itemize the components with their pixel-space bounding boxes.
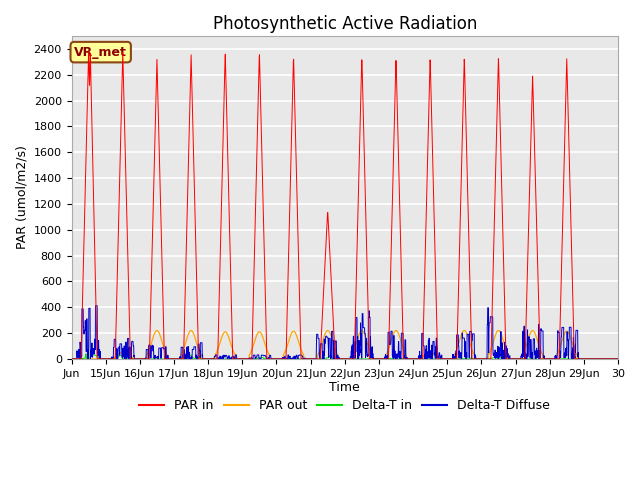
Text: VR_met: VR_met	[74, 46, 127, 59]
X-axis label: Time: Time	[330, 382, 360, 395]
Y-axis label: PAR (umol/m2/s): PAR (umol/m2/s)	[15, 145, 28, 250]
Legend: PAR in, PAR out, Delta-T in, Delta-T Diffuse: PAR in, PAR out, Delta-T in, Delta-T Dif…	[134, 394, 555, 417]
Title: Photosynthetic Active Radiation: Photosynthetic Active Radiation	[212, 15, 477, 33]
